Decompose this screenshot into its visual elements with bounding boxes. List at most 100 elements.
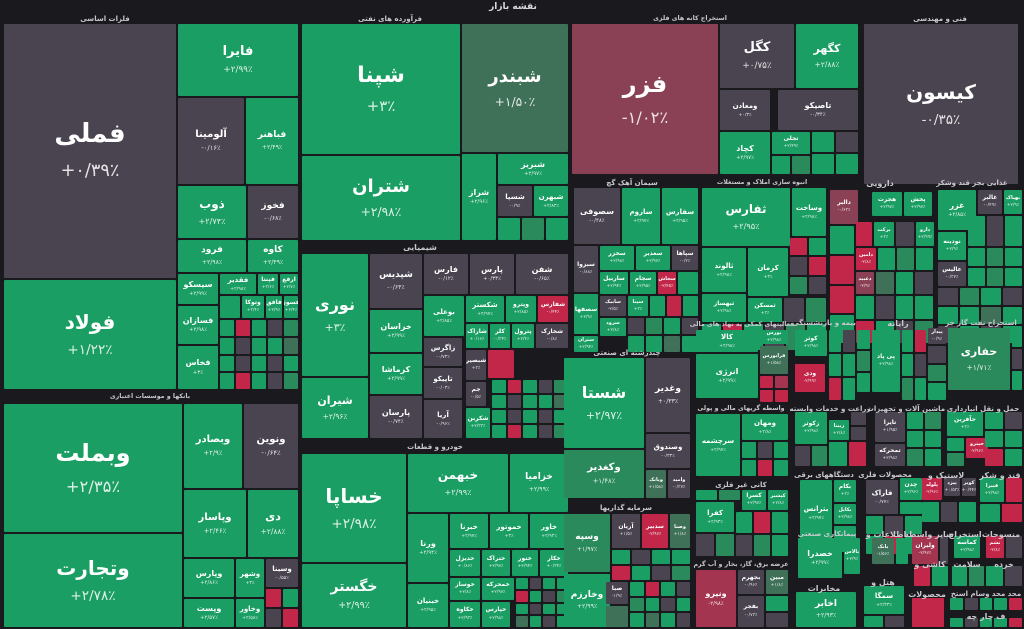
stock-tile-small[interactable] — [507, 380, 522, 393]
stock-tile-small[interactable] — [922, 502, 939, 522]
stock-tile[interactable]: هجرت +۲/۹۷٪ — [872, 192, 902, 216]
stock-tile-small[interactable] — [902, 378, 913, 400]
stock-tile-small[interactable] — [790, 257, 807, 275]
stock-tile-small[interactable] — [980, 504, 1000, 522]
stock-tile-small[interactable] — [523, 395, 537, 408]
stock-tile-small[interactable] — [754, 535, 770, 556]
stock-tile[interactable]: خبنیان +۲/۹۵٪ — [408, 584, 448, 627]
stock-tile-small[interactable] — [252, 337, 266, 354]
stock-tile-small[interactable] — [969, 566, 984, 586]
stock-tile-small[interactable] — [284, 337, 298, 354]
stock-tile-small[interactable] — [650, 296, 665, 316]
stock-tile-small[interactable] — [812, 132, 834, 152]
stock-tile-small[interactable] — [661, 613, 675, 627]
stock-tile-small[interactable] — [843, 330, 855, 352]
stock-tile-small[interactable] — [220, 337, 234, 354]
stock-tile-small[interactable] — [236, 337, 250, 354]
stock-tile-small[interactable] — [809, 257, 826, 275]
stock-tile-small[interactable] — [952, 566, 967, 586]
stock-tile-small[interactable] — [772, 156, 790, 174]
stock-tile-small[interactable] — [940, 536, 948, 564]
stock-tile-small[interactable] — [683, 296, 698, 316]
stock-tile[interactable]: ولیران -۲/۹۷٪ — [912, 536, 938, 564]
stock-tile[interactable]: پی پاد +۲/۹۸٪ — [872, 330, 900, 392]
stock-tile-small[interactable] — [915, 354, 926, 376]
stock-tile-small[interactable] — [1002, 307, 1022, 324]
stock-tile[interactable]: کچاد +۲/۹۷٪ — [720, 132, 770, 174]
stock-tile-small[interactable] — [843, 354, 855, 376]
stock-tile-small[interactable] — [492, 410, 506, 423]
stock-tile-small[interactable] — [676, 582, 690, 596]
stock-tile-small[interactable] — [1005, 216, 1022, 246]
stock-tile-small[interactable] — [220, 296, 240, 318]
stock-tile[interactable]: قپیرا +۲/۹۸٪ — [980, 478, 1004, 502]
stock-tile-small[interactable] — [959, 307, 979, 324]
stock-tile[interactable]: آریا -۰/۹۶٪ — [424, 400, 462, 438]
stock-tile-small[interactable] — [1006, 536, 1022, 558]
stock-tile[interactable]: نشم -۲/۸٪ — [986, 536, 1004, 558]
stock-tile-small[interactable] — [516, 578, 528, 589]
stock-tile-small[interactable] — [848, 442, 866, 466]
stock-tile-small[interactable] — [236, 355, 250, 372]
stock-tile-small[interactable] — [492, 380, 506, 393]
stock-tile[interactable]: غالبر -۰/۴۹٪ — [978, 190, 1002, 214]
stock-tile[interactable]: سخزر +۲/۹۸٪ — [600, 246, 634, 270]
stock-tile-small[interactable] — [830, 226, 854, 254]
stock-tile-small[interactable] — [283, 589, 298, 607]
stock-tile-small[interactable] — [1009, 598, 1022, 610]
stock-tile-small[interactable] — [760, 390, 773, 402]
stock-tile-small[interactable] — [902, 330, 913, 352]
stock-tile-small[interactable] — [907, 430, 923, 448]
stock-tile[interactable]: وبملت +۲/۳۵٪ — [4, 404, 182, 532]
stock-tile-small[interactable] — [760, 376, 773, 388]
stock-tile[interactable]: شپدیس -۰/۶۴٪ — [370, 254, 422, 308]
stock-tile[interactable]: کاوه +۲/۴۹٪ — [248, 240, 298, 272]
stock-tile-small[interactable] — [556, 578, 568, 589]
stock-tile[interactable]: فپنتا +۳/۶٪ — [258, 274, 278, 294]
stock-tile-small[interactable] — [885, 516, 903, 534]
stock-tile-small[interactable] — [876, 272, 894, 294]
stock-tile[interactable]: سینا +۳٪ — [628, 296, 648, 316]
stock-tile[interactable]: پلوله -۲/۹۶٪ — [922, 478, 942, 500]
stock-tile[interactable]: بوعلی +۲/۸۵٪ — [424, 296, 464, 336]
stock-tile-small[interactable] — [812, 154, 834, 174]
stock-tile-small[interactable] — [878, 248, 895, 270]
stock-tile-small[interactable] — [716, 534, 734, 556]
stock-tile-small[interactable] — [676, 597, 690, 612]
stock-tile-small[interactable] — [268, 355, 282, 372]
stock-tile[interactable]: نودینه +۲/۹٪ — [938, 232, 966, 260]
stock-tile-small[interactable] — [516, 590, 528, 602]
stock-tile[interactable]: پخش +۲/۹۷٪ — [904, 192, 932, 216]
stock-tile[interactable]: وبانک +۱/۵۸٪ — [646, 470, 666, 498]
stock-tile-small[interactable] — [790, 276, 807, 294]
stock-tile[interactable]: خگستر +۲/۹۹٪ — [302, 564, 406, 627]
stock-tile-small[interactable] — [915, 330, 926, 352]
stock-tile[interactable]: ارفع +۲/۷٪ — [280, 274, 298, 294]
stock-tile[interactable]: زاگرس -۰/۷۳٪ — [424, 338, 462, 366]
stock-tile-small[interactable] — [947, 438, 964, 451]
stock-tile-small[interactable] — [719, 490, 740, 500]
stock-tile[interactable]: فاراک -۰/۷۷٪ — [866, 480, 898, 514]
stock-tile-small[interactable] — [543, 603, 555, 615]
stock-tile[interactable]: شراز +۲/۹۶٪ — [462, 154, 496, 240]
stock-tile-small[interactable] — [543, 590, 555, 602]
stock-tile[interactable]: کسرا +۲/۹۷٪ — [742, 490, 766, 510]
stock-tile-small[interactable] — [606, 606, 628, 627]
stock-tile-small[interactable] — [507, 395, 522, 408]
stock-tile-small[interactable] — [856, 296, 874, 319]
stock-tile-small[interactable] — [968, 216, 985, 246]
stock-tile-small[interactable] — [775, 390, 788, 402]
stock-tile[interactable]: سجام +۲/۹۵٪ — [630, 272, 656, 294]
stock-tile[interactable]: فخوز -۰/۶۸٪ — [248, 186, 298, 238]
stock-tile-small[interactable] — [523, 425, 537, 438]
stock-tile[interactable]: فایرا +۲/۹۹٪ — [178, 24, 298, 96]
stock-tile-small[interactable] — [736, 535, 752, 556]
stock-tile-small[interactable] — [488, 350, 514, 378]
stock-tile[interactable]: پیدار -۰/۹٪ — [928, 328, 946, 344]
stock-tile-small[interactable] — [784, 298, 804, 322]
stock-tile-small[interactable] — [758, 460, 772, 476]
stock-tile[interactable]: آلومینا -۰/۱۶٪ — [178, 98, 244, 184]
stock-tile[interactable]: فافق +۲/۹٪ — [266, 296, 282, 318]
stock-tile-small[interactable] — [864, 616, 883, 627]
stock-tile-small[interactable] — [742, 460, 756, 476]
